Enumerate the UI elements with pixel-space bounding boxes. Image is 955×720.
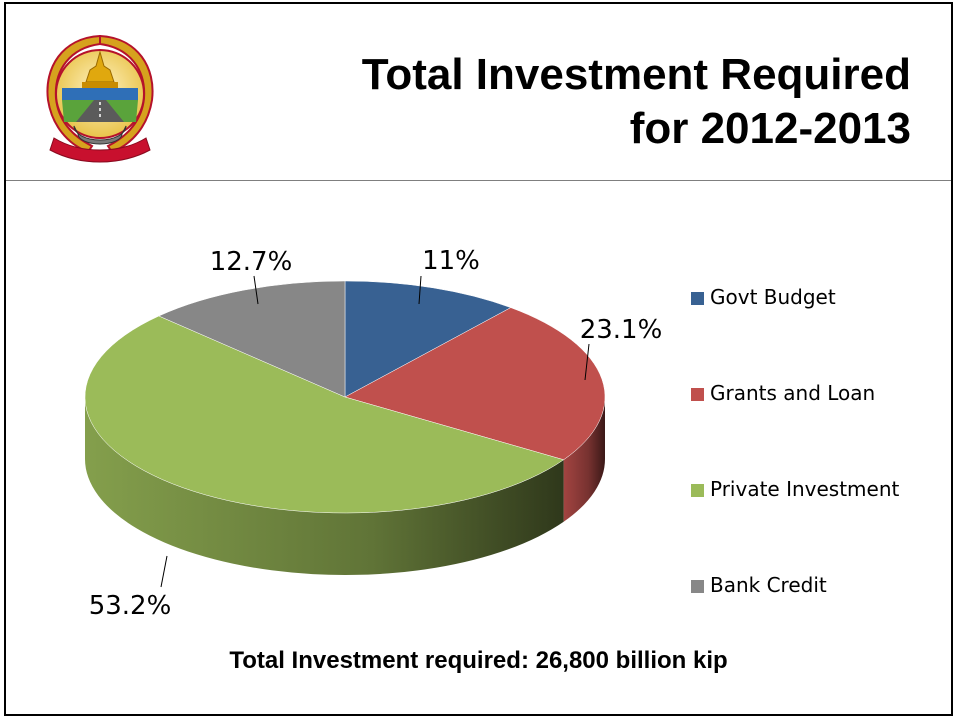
slide: Total Investment Required for 2012-2013 … xyxy=(4,2,953,716)
data-label-private-investment: 53.2% xyxy=(89,591,172,621)
pie-slice-govt-budget xyxy=(344,280,512,398)
pie-slice-grants-and-loan xyxy=(344,307,606,461)
legend-label-govt-budget: Govt Budget xyxy=(710,285,836,309)
data-labels: 11% 23.1% 53.2% 12.7% xyxy=(89,246,663,621)
total-investment-note: Total Investment required: 26,800 billio… xyxy=(229,647,728,674)
leader-line-private-investment xyxy=(160,555,168,588)
leader-lines xyxy=(160,275,590,588)
legend-label-grants-and-loan: Grants and Loan xyxy=(710,381,875,405)
data-label-bank-credit: 12.7% xyxy=(210,247,293,277)
pie-side-grants-and-loan xyxy=(563,397,605,522)
national-emblem-icon xyxy=(46,34,154,163)
pie-side-private-investment xyxy=(85,397,564,575)
header-divider xyxy=(6,180,951,181)
legend-swatch-govt-budget xyxy=(691,292,704,305)
pie-tops xyxy=(84,280,606,514)
pie-slice-private-investment xyxy=(84,315,565,514)
legend-swatch-private-investment xyxy=(691,484,704,497)
leader-line-bank-credit xyxy=(253,275,259,305)
legend: Govt Budget Grants and Loan Private Invest… xyxy=(691,285,900,597)
data-label-grants-and-loan: 23.1% xyxy=(580,315,663,345)
pie-chart: 11% 23.1% 53.2% 12.7% Govt Budget Grants and … xyxy=(84,246,900,621)
leader-line-grants-and-loan xyxy=(584,343,590,381)
data-label-govt-budget: 11% xyxy=(422,246,480,276)
leader-line-govt-budget xyxy=(418,275,422,305)
title-line-2: for 2012-2013 xyxy=(629,104,911,153)
pie-sides xyxy=(85,397,605,575)
slide-title: Total Investment Required for 2012-2013 xyxy=(362,48,911,156)
legend-label-private-investment: Private Investment xyxy=(710,477,900,501)
title-line-1: Total Investment Required xyxy=(361,50,911,99)
legend-swatch-bank-credit xyxy=(691,580,704,593)
legend-label-bank-credit: Bank Credit xyxy=(710,573,827,597)
legend-swatch-grants-and-loan xyxy=(691,388,704,401)
pie-slice-bank-credit xyxy=(158,280,346,398)
